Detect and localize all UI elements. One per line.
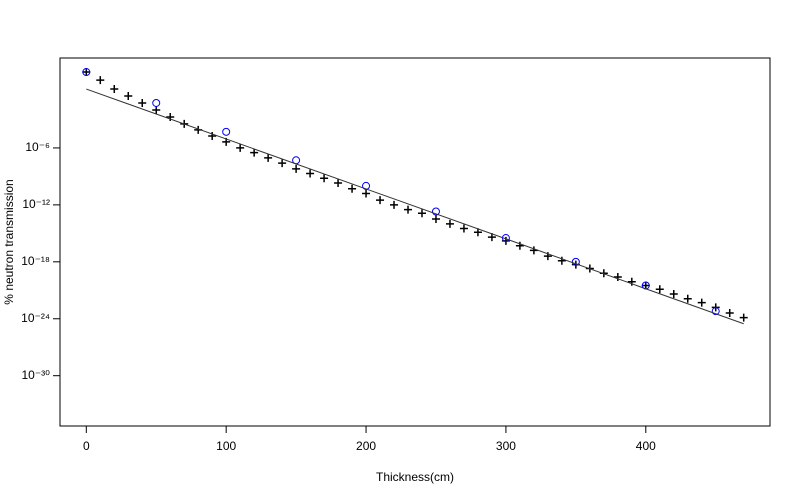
plus-point: [669, 290, 678, 299]
plus-point: [334, 179, 343, 188]
plus-point: [473, 228, 482, 237]
plot-box: [59, 57, 771, 427]
x-tick-label: 400: [636, 439, 656, 453]
plus-point: [250, 148, 259, 157]
x-tick-label: 300: [496, 439, 516, 453]
plus-point: [487, 233, 496, 242]
x-tick-label: 0: [83, 439, 90, 453]
plus-point: [683, 294, 692, 303]
plus-point: [529, 246, 538, 255]
plus-point: [459, 224, 468, 233]
x-axis-label: Thickness(cm): [376, 470, 454, 484]
plus-point: [166, 113, 175, 122]
y-tick-label: 10⁻²⁴: [21, 311, 50, 325]
circle-point: [571, 257, 580, 266]
plus-point: [404, 205, 413, 214]
plus-point: [641, 281, 650, 290]
plus-point: [390, 200, 399, 209]
circle-point: [431, 207, 440, 216]
plus-point: [138, 98, 147, 107]
x-tick-label: 100: [216, 439, 236, 453]
plus-point: [445, 219, 454, 228]
y-tick-label: 10⁻⁶: [25, 140, 50, 154]
plus-point: [417, 209, 426, 218]
plus-point: [627, 277, 636, 286]
plus-point: [613, 273, 622, 282]
plus-point: [236, 143, 245, 152]
plus-point: [348, 184, 357, 193]
plus-point: [320, 174, 329, 183]
y-tick-label: 10⁻¹⁸: [21, 254, 50, 268]
plus-point: [557, 256, 566, 265]
plus-point: [152, 105, 161, 114]
plus-point: [292, 164, 301, 173]
circle-point: [222, 127, 231, 136]
plus-point: [739, 313, 748, 322]
plus-point: [82, 68, 91, 77]
circle-point: [152, 98, 161, 107]
plus-point: [362, 189, 371, 198]
plus-point: [96, 76, 105, 85]
plus-point: [725, 309, 734, 318]
plus-point: [124, 91, 133, 100]
circle-point: [82, 68, 91, 77]
plus-point: [110, 85, 119, 94]
plus-point: [515, 241, 524, 250]
x-tick-label: 200: [356, 439, 376, 453]
y-axis-label: % neutron transmission: [2, 179, 16, 304]
plus-point: [431, 215, 440, 224]
circle-point: [711, 307, 720, 316]
plus-point: [264, 153, 273, 162]
plus-point: [306, 169, 315, 178]
y-tick-label: 10⁻³⁰: [22, 368, 51, 382]
plus-point: [376, 196, 385, 205]
fit-line: [86, 88, 744, 325]
plus-point: [655, 285, 664, 294]
plus-point: [208, 132, 217, 141]
plus-point: [278, 159, 287, 168]
y-tick-label: 10⁻¹²: [22, 197, 50, 211]
plus-point: [697, 298, 706, 307]
